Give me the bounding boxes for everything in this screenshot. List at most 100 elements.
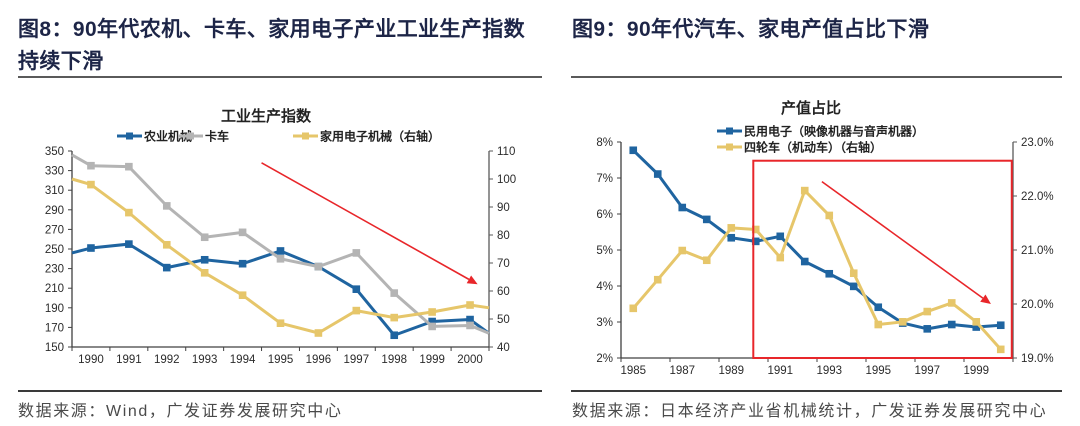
chart-title: 产值占比 [781,99,841,117]
y-left-tick-label: 2% [596,353,613,365]
data-point-marker [428,317,436,326]
data-point-marker [947,320,956,329]
figure-9-bottom-divider [571,390,1062,392]
data-point-marker [972,323,981,331]
output-share-chart: 产值占比 8% 7% 6% 5% 4% 3% 2% 23.0% 22.0% 21.0% 20.0% 19… [596,99,1053,377]
data-point-marker [390,289,399,297]
y-left-tick-label: 310 [45,185,64,197]
legend-label: 四轮车（机动车）（右轴） [744,140,882,155]
data-point-marker [996,345,1005,354]
x-tick-label: 1996 [306,354,332,366]
highlight-box-annotation [752,159,1013,359]
y-left-tick-label: 8% [596,137,613,149]
data-point-marker [200,255,209,264]
y-right-tick-label: 50 [497,314,510,326]
data-point-marker [314,329,323,337]
y-left-tick-label: 350 [45,146,64,158]
x-tick-label: 1995 [865,365,891,377]
y-left-tick-label: 230 [45,264,64,276]
y-right-tick-label: 21.0% [1021,245,1054,257]
data-point-marker [466,301,474,309]
data-point-marker [702,215,711,224]
data-point-marker [629,146,638,155]
series-line [632,149,1001,331]
legend-label: 卡车 [205,129,229,144]
y-left-tick-label: 7% [596,173,613,185]
series-right-axis-1 [629,186,1005,354]
figure-8-source-note: 数据来源：Wind，广发证券发展研究中心 [18,403,343,420]
legend-item: 卡车 [178,129,229,144]
x-tick-label: 1997 [344,354,370,366]
figure-8-top-divider [18,76,542,78]
legend-item: 农业机械 [117,129,192,144]
data-point-marker [678,246,687,255]
data-point-marker [800,257,809,266]
data-point-marker [702,256,711,265]
data-point-marker [238,228,247,237]
chart-title: 工业生产指数 [221,107,312,125]
y-left-tick-label: 330 [45,166,64,178]
data-point-marker [776,253,785,262]
y-left-tick-label: 190 [45,303,64,315]
data-point-marker [87,161,95,170]
x-tick-label: 1991 [116,354,142,366]
figure-9-title-line1: 图9：90年代汽车、家电产值占比下滑 [572,18,930,41]
data-point-marker [162,241,171,249]
data-point-marker [923,307,932,316]
x-tick-label: 1985 [620,365,646,377]
series-line [632,189,1002,351]
y-right-tick-label: 110 [497,146,515,158]
data-point-marker [390,331,399,340]
y-left-tick-label: 3% [596,317,613,329]
legend-marker-swatch [726,143,733,151]
x-tick-label: 1991 [767,365,793,377]
data-point-marker [87,180,95,189]
legend-item: 家用电子机械（右轴） [293,129,440,144]
data-point-marker [923,325,932,333]
legend-label: 家用电子机械（右轴） [320,129,440,144]
legend-item: 四轮车（机动车）（右轴） [717,140,882,155]
data-point-marker [751,225,760,234]
data-point-marker [276,247,285,255]
y-right-tick-label: 22.0% [1021,191,1054,203]
data-point-marker [874,320,883,329]
x-tick-label: 1990 [78,354,104,366]
x-tick-label: 1999 [419,354,445,366]
x-tick-label: 1989 [718,365,744,377]
data-point-marker [874,303,883,312]
data-point-marker [947,299,956,307]
y-right-tick-label: 70 [497,258,510,270]
data-point-marker [428,322,436,331]
y-right-tick-label: 90 [497,202,510,214]
data-point-marker [849,282,858,291]
y-right-tick-label: 19.0% [1021,353,1054,365]
data-point-marker [751,237,760,246]
y-left-tick-label: 6% [596,209,613,221]
data-point-marker [87,244,95,252]
legend-marker-swatch [187,132,194,140]
x-tick-label: 1992 [154,354,180,366]
y-right-tick-label: 60 [497,286,510,298]
data-point-marker [825,211,834,220]
data-point-marker [972,318,981,326]
series-line [71,153,490,335]
data-point-marker [314,262,323,271]
legend-item: 民用电子（映像机器与音声机器） [717,124,924,139]
arrow-head [466,275,478,285]
figure-8-bottom-divider [18,390,542,392]
industrial-production-index-chart: 工业生产指数 350 330 310 290 270 250 230 210 190 170 150 1… [45,107,516,366]
downtrend-arrow-annotation [821,180,991,304]
y-left-tick-label: 170 [45,322,64,334]
downtrend-arrow-annotation [261,162,478,285]
legend-marker-swatch [302,132,309,140]
x-tick-label: 1999 [963,365,989,377]
figure-8-title-line1: 图8：90年代农机、卡车、家用电子产业工业生产指数 [18,18,526,41]
data-point-marker [629,304,638,313]
x-tick-label: 1993 [816,365,842,377]
x-tick-label: 1995 [268,354,294,366]
data-point-marker [125,240,133,248]
data-point-marker [238,259,247,268]
y-left-tick-label: 290 [45,205,64,217]
y-left-tick-label: 270 [45,224,64,236]
